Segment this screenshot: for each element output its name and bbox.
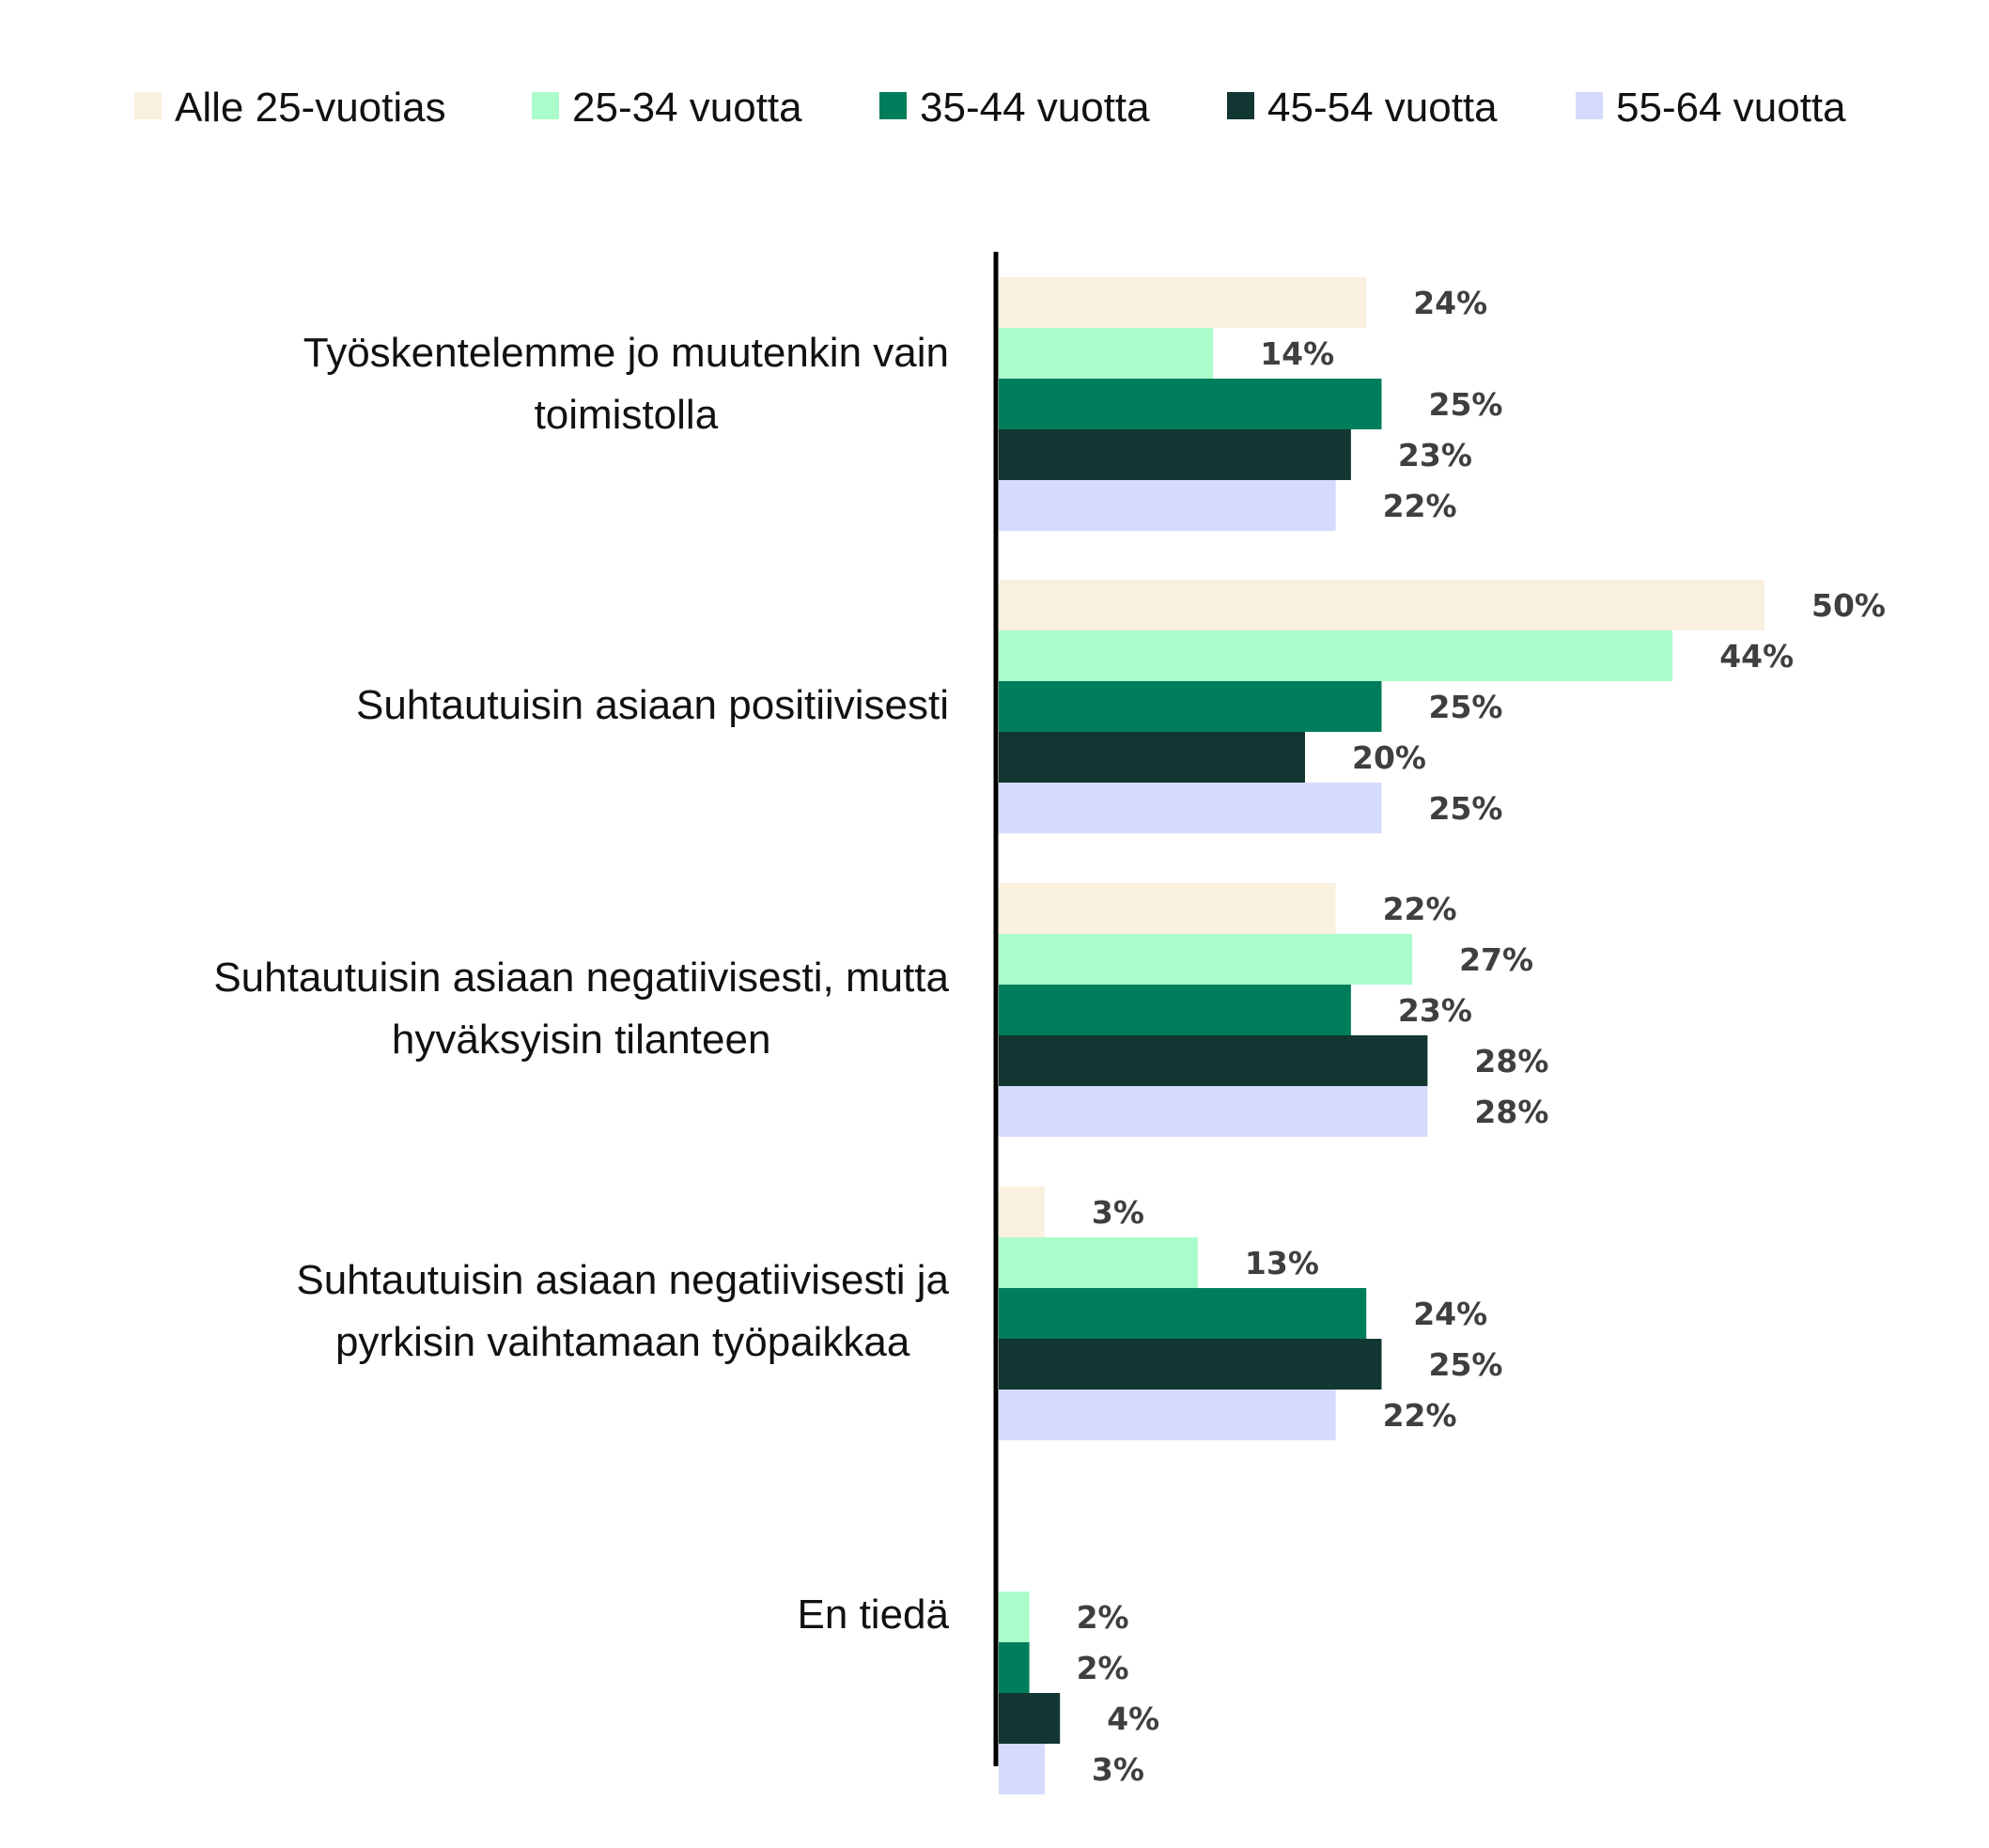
data-label: 24% <box>1413 1296 1487 1332</box>
bar-group: 3% 13% 24% 25% 22% <box>999 1187 1503 1440</box>
legend-label: 45-54 vuotta <box>1267 85 1498 131</box>
legend: Alle 25-vuotias 25-34 vuotta 35-44 vuotta 4… <box>134 85 1846 131</box>
category-axis-labels: Työskentelemme jo muutenkin vain toimisto… <box>213 330 949 1638</box>
category-label-line: Suhtautuisin asiaan positiivisesti <box>356 682 949 728</box>
bar-45-54-vuotta <box>999 1339 1382 1390</box>
legend-swatch <box>879 92 907 119</box>
bar-45-54-vuotta <box>999 1693 1061 1744</box>
legend-label: Alle 25-vuotias <box>175 85 446 131</box>
data-label: 4% <box>1107 1700 1159 1737</box>
category-label-line: En tiedä <box>798 1592 950 1638</box>
bar-group: 50% 44% 25%20%25% <box>999 580 1886 833</box>
bar-alle-25-vuotias <box>999 883 1336 934</box>
data-label: 13% <box>1245 1245 1319 1281</box>
data-label: 3% <box>1092 1751 1144 1788</box>
bar-25-34-vuotta <box>999 630 1673 681</box>
category-label: Suhtautuisin asiaan negatiivisesti, mutt… <box>213 955 949 1063</box>
data-label: 28% <box>1474 1043 1548 1079</box>
bar-25-34-vuotta <box>999 1237 1198 1288</box>
category-label: Suhtautuisin asiaan negatiivisesti ja pyr… <box>296 1257 949 1365</box>
data-label: 22% <box>1383 1397 1457 1434</box>
category-label-line: Suhtautuisin asiaan negatiivisesti ja <box>296 1257 949 1303</box>
data-label: 50% <box>1811 587 1886 624</box>
data-label: 3% <box>1092 1194 1144 1231</box>
legend-item-45-54-vuotta: 45-54 vuotta <box>1227 85 1498 131</box>
bar-alle-25-vuotias <box>999 1187 1045 1237</box>
data-label: 25% <box>1429 386 1503 423</box>
legend-label: 25-34 vuotta <box>572 85 802 131</box>
category-label: Työskentelemme jo muutenkin vain toimisto… <box>303 330 949 438</box>
category-label-line: toimistolla <box>535 392 719 438</box>
data-label: 23% <box>1398 437 1472 474</box>
legend-swatch <box>1227 92 1254 119</box>
bar-55-64-vuotta <box>999 480 1336 531</box>
legend-swatch <box>532 92 559 119</box>
legend-label: 55-64 vuotta <box>1616 85 1846 131</box>
bar-25-34-vuotta <box>999 934 1413 985</box>
legend-item-alle-25-vuotias: Alle 25-vuotias <box>134 85 446 131</box>
bar-35-44-vuotta <box>999 1288 1367 1339</box>
legend-swatch <box>1576 92 1603 119</box>
bar-45-54-vuotta <box>999 1035 1428 1086</box>
category-label-line: Työskentelemme jo muutenkin vain <box>303 330 949 376</box>
bar-35-44-vuotta <box>999 681 1382 732</box>
bar-area: 24%14%25%23%22%50%44%25%20%25%22%27%23%2… <box>999 277 1886 1794</box>
bar-55-64-vuotta <box>999 1086 1428 1137</box>
bar-25-34-vuotta <box>999 1592 1030 1642</box>
data-label: 24% <box>1413 285 1487 321</box>
category-label: Suhtautuisin asiaan positiivisesti <box>356 682 949 728</box>
bar-alle-25-vuotias <box>999 580 1764 630</box>
data-label: 25% <box>1429 689 1503 725</box>
bar-alle-25-vuotias <box>999 277 1367 328</box>
legend-item-55-64-vuotta: 55-64 vuotta <box>1576 85 1846 131</box>
bar-55-64-vuotta <box>999 1390 1336 1440</box>
bar-25-34-vuotta <box>999 328 1214 379</box>
data-label: 23% <box>1398 992 1472 1029</box>
legend-item-25-34-vuotta: 25-34 vuotta <box>532 85 802 131</box>
data-label: 28% <box>1474 1094 1548 1130</box>
data-label: 25% <box>1429 790 1503 827</box>
legend-item-35-44-vuotta: 35-44 vuotta <box>879 85 1150 131</box>
bar-35-44-vuotta <box>999 379 1382 429</box>
category-label-line: Suhtautuisin asiaan negatiivisesti, mutt… <box>213 955 949 1001</box>
bar-55-64-vuotta <box>999 783 1382 833</box>
category-label: En tiedä <box>798 1592 950 1638</box>
data-label: 14% <box>1260 335 1334 372</box>
bar-group: 24% 14% 25% 23% 22% <box>999 277 1503 531</box>
bar-group: 2% 2% 4% 3% <box>999 1592 1159 1794</box>
data-label: 2% <box>1077 1599 1129 1636</box>
legend-swatch <box>134 92 162 119</box>
data-label: 27% <box>1459 941 1533 978</box>
data-label: 25% <box>1429 1346 1503 1383</box>
data-label: 20% <box>1352 739 1426 776</box>
bar-45-54-vuotta <box>999 732 1305 783</box>
data-label: 22% <box>1383 891 1457 927</box>
bar-group: 22%27%23%28%28% <box>999 883 1548 1137</box>
legend-label: 35-44 vuotta <box>920 85 1150 131</box>
data-label: 2% <box>1077 1650 1129 1686</box>
bar-35-44-vuotta <box>999 985 1351 1035</box>
bar-45-54-vuotta <box>999 429 1351 480</box>
data-label: 44% <box>1719 638 1794 675</box>
category-label-line: pyrkisin vaihtamaan työpaikkaa <box>335 1319 910 1365</box>
bar-35-44-vuotta <box>999 1642 1030 1693</box>
category-label-line: hyväksyisin tilanteen <box>392 1017 771 1063</box>
data-label: 22% <box>1383 488 1457 524</box>
bar-55-64-vuotta <box>999 1744 1045 1794</box>
